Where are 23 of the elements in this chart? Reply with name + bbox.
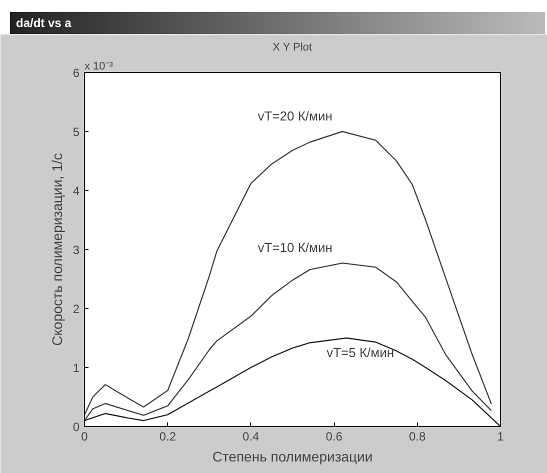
- chart-title: X Y Plot: [272, 42, 312, 54]
- x-tick-label: 0.2: [159, 430, 176, 444]
- line-series: [84, 262, 492, 422]
- y-tick-label: 1: [72, 361, 80, 375]
- y-axis-title: Скорость полимеризации, 1/с: [48, 153, 65, 346]
- y-tick-label: 2: [72, 302, 80, 316]
- x-tick-label: 0.4: [242, 430, 260, 444]
- line-series: [84, 130, 492, 416]
- y-tick-label: 4: [72, 184, 80, 198]
- y-tick-label: 3: [72, 243, 80, 257]
- x-tick-label: 0.6: [326, 430, 343, 444]
- y-tick-label: 5: [72, 125, 80, 139]
- x-tick-label: 1: [497, 430, 504, 444]
- series-label: vT=10 К/мин: [258, 240, 332, 256]
- text: da/dt vs a: [16, 15, 72, 32]
- x-tick-label: 0.8: [408, 430, 426, 444]
- y-tick-label: 6: [72, 66, 80, 80]
- series-label: vT=5 К/мин: [326, 345, 394, 360]
- y-tick-label: 0: [72, 420, 80, 434]
- annotation: x 10⁻³: [84, 60, 114, 72]
- x-tick-label: 0: [81, 430, 88, 444]
- series-label: vT=20 К/мин: [258, 108, 332, 124]
- x-axis-title: Степень полимеризации: [212, 448, 373, 464]
